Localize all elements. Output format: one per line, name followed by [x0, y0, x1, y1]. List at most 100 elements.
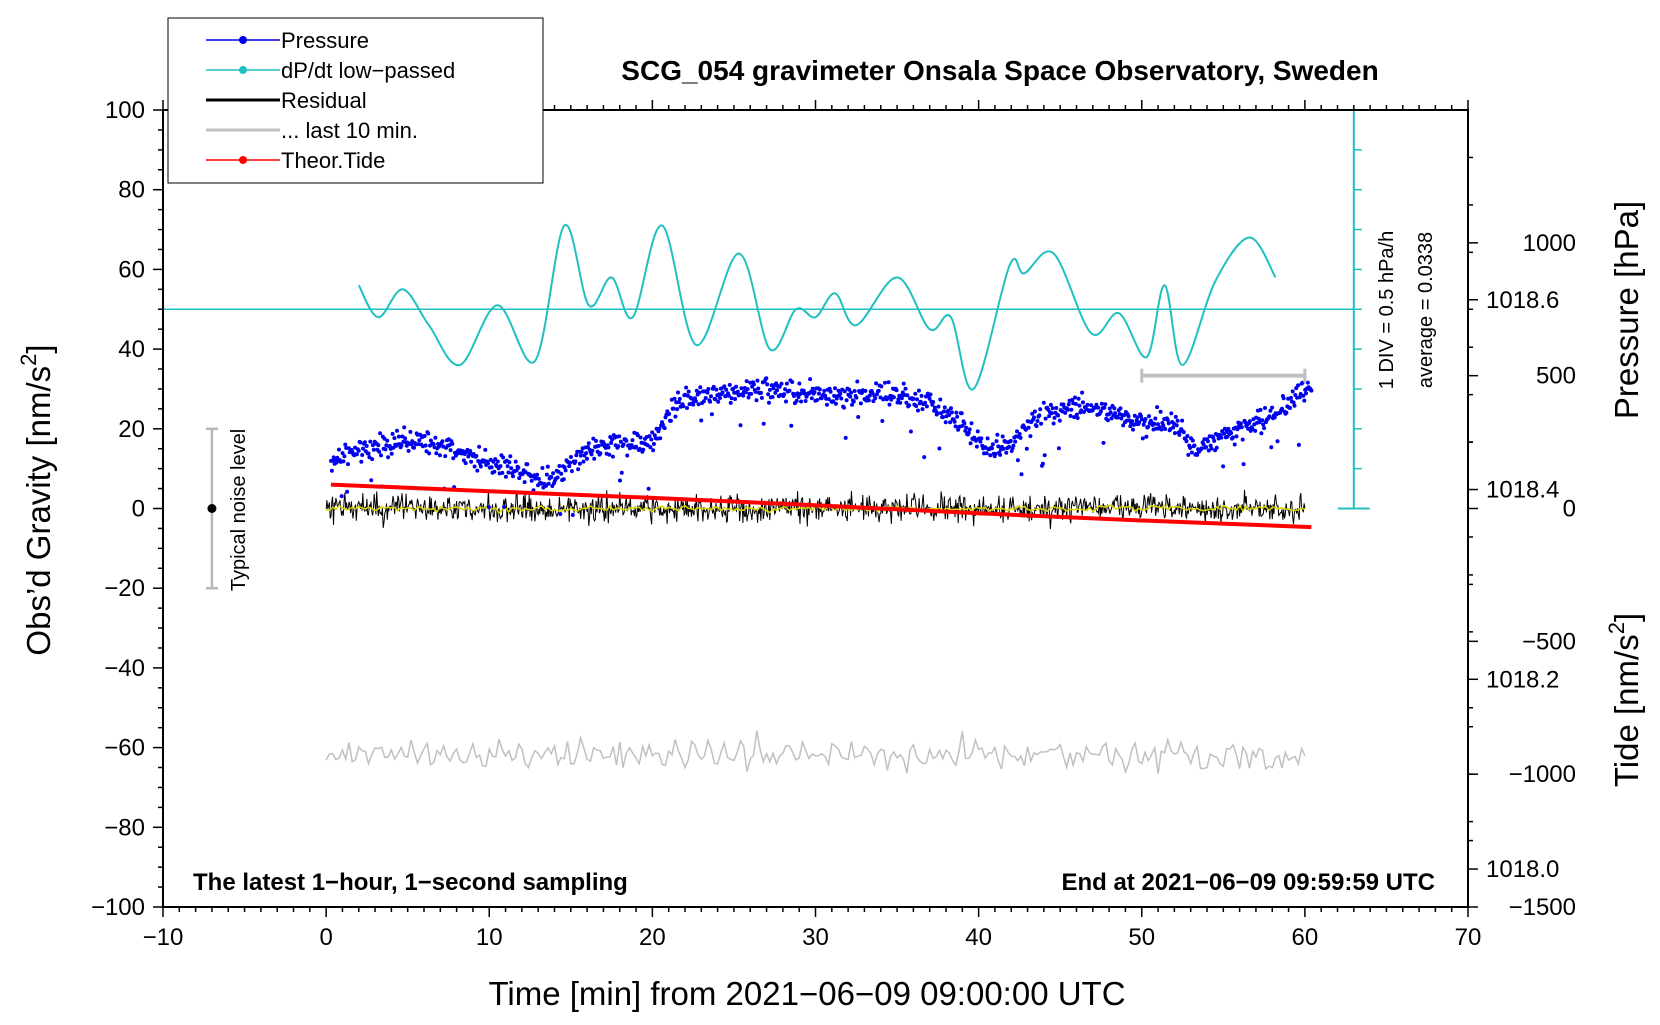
pressure-point	[667, 411, 672, 416]
pressure-point	[996, 444, 1001, 449]
pressure-point	[1130, 419, 1135, 424]
pressure-point	[574, 453, 579, 458]
pressure-point	[779, 381, 784, 386]
pressure-point	[809, 396, 814, 401]
pressure-point	[1018, 435, 1023, 440]
pressure-point	[437, 453, 442, 458]
pressure-point	[577, 461, 582, 466]
pressure-point	[1212, 438, 1217, 443]
pressure-point	[625, 453, 630, 458]
pressure-point	[673, 414, 678, 419]
pressure-point	[1222, 426, 1227, 431]
pressure-point	[340, 451, 345, 456]
pressure-point	[451, 456, 456, 461]
pressure-point	[624, 438, 629, 443]
pressure-point	[386, 455, 391, 460]
y-axis-title-tide: Tide [nm/s2]	[1604, 613, 1645, 787]
pressure-point	[1290, 389, 1295, 394]
pressure-point	[1077, 403, 1082, 408]
pressure-point	[1081, 410, 1086, 414]
pressure-point	[833, 386, 837, 391]
pressure-point	[1173, 414, 1178, 419]
pressure-point	[342, 454, 347, 459]
pressure-point	[1247, 419, 1252, 424]
pressure-point	[1015, 429, 1019, 434]
pressure-point	[720, 390, 725, 395]
pressure-point	[777, 384, 782, 389]
pressure-point	[896, 397, 901, 402]
pressure-point	[461, 449, 465, 454]
scale-average-label: average = 0.0338	[1415, 232, 1437, 388]
pressure-point	[796, 395, 801, 400]
pressure-point	[911, 396, 916, 401]
pressure-point	[1135, 415, 1140, 420]
pressure-point	[691, 402, 696, 407]
pressure-point	[1107, 406, 1112, 411]
pressure-point	[1048, 402, 1053, 407]
pressure-point	[508, 454, 513, 459]
pressure-point	[1284, 410, 1289, 415]
pressure-point	[734, 384, 738, 389]
pressure-point	[676, 390, 680, 395]
pressure-point	[1037, 413, 1042, 418]
pressure-point	[803, 399, 808, 403]
pressure-point	[1054, 406, 1059, 410]
pressure-point	[341, 459, 346, 464]
pressure-point	[505, 464, 510, 469]
y-axis-title-tide-main: Tide [nm/s	[1608, 634, 1645, 787]
pressure-point	[985, 436, 990, 441]
pressure-point	[1141, 422, 1146, 427]
pressure-point	[1099, 401, 1104, 406]
pressure-point	[759, 390, 763, 395]
pressure-point	[1232, 442, 1237, 447]
pressure-point	[751, 382, 756, 387]
pressure-point	[799, 399, 804, 404]
pressure-point	[1292, 403, 1297, 408]
pressure-point	[369, 478, 374, 483]
pressure-point	[517, 476, 522, 481]
pressure-point	[1146, 424, 1151, 429]
pressure-point	[360, 453, 365, 457]
pressure-point	[1112, 406, 1117, 411]
pressure-point	[450, 441, 455, 446]
pressure-point	[953, 424, 958, 429]
pressure-point	[1189, 450, 1194, 455]
pressure-point	[422, 434, 427, 438]
pressure-point	[1153, 416, 1158, 421]
pressure-point	[1259, 431, 1264, 436]
pressure-point	[1190, 438, 1195, 443]
pressure-point	[576, 467, 581, 472]
pressure-point	[492, 469, 497, 474]
x-tick-label: 60	[1292, 924, 1319, 951]
note-end-time: End at 2021−06−09 09:59:59 UTC	[1061, 869, 1435, 896]
legend-label: Residual	[281, 88, 367, 113]
pressure-point	[1209, 446, 1214, 451]
pressure-point	[1267, 414, 1272, 419]
pressure-point	[1076, 396, 1081, 401]
pressure-point	[782, 392, 787, 397]
pressure-point	[1015, 458, 1020, 463]
pressure-point	[855, 379, 860, 384]
pressure-point	[617, 434, 622, 439]
pressure-point	[685, 406, 689, 410]
pressure-point	[916, 388, 921, 393]
pressure-point	[1260, 418, 1265, 423]
pressure-point	[1108, 410, 1113, 415]
pressure-point	[1280, 406, 1284, 411]
pressure-point	[815, 398, 820, 402]
pressure-point	[874, 381, 879, 386]
y-axis-title-left: Obs’d Gravity [nm/s2]	[16, 344, 57, 655]
pressure-point	[756, 386, 761, 391]
pressure-point	[1051, 421, 1056, 426]
pressure-point	[1121, 423, 1126, 428]
pressure-point	[947, 413, 952, 417]
y-tick-label-pressure: 1018.6	[1486, 287, 1559, 314]
pressure-point	[598, 451, 603, 456]
pressure-point	[637, 446, 642, 451]
pressure-point	[1258, 407, 1263, 412]
pressure-point	[409, 442, 414, 447]
pressure-point	[376, 443, 381, 448]
pressure-point	[1017, 432, 1022, 436]
pressure-point	[1072, 415, 1077, 420]
pressure-point	[385, 438, 390, 443]
